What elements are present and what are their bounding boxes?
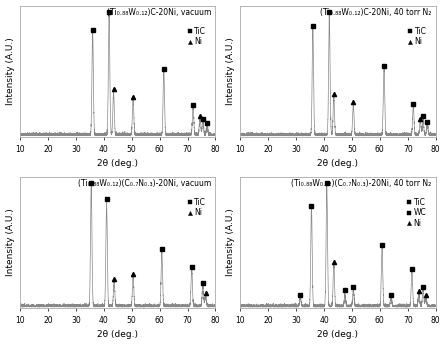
Y-axis label: Intensity (A.U.): Intensity (A.U.) [5, 209, 15, 276]
Legend: TiC, Ni: TiC, Ni [186, 25, 208, 48]
X-axis label: 2θ (deg.): 2θ (deg.) [97, 331, 138, 339]
X-axis label: 2θ (deg.): 2θ (deg.) [97, 159, 138, 168]
Legend: TiC, WC, Ni: TiC, WC, Ni [406, 196, 428, 229]
Text: (Ti₀.₈₈W₀.₁₂)C-20Ni, vacuum: (Ti₀.₈₈W₀.₁₂)C-20Ni, vacuum [107, 8, 211, 17]
Y-axis label: Intensity (A.U.): Intensity (A.U.) [226, 209, 235, 276]
Legend: TiC, Ni: TiC, Ni [186, 196, 208, 219]
X-axis label: 2θ (deg.): 2θ (deg.) [318, 159, 359, 168]
X-axis label: 2θ (deg.): 2θ (deg.) [318, 331, 359, 339]
Y-axis label: Intensity (A.U.): Intensity (A.U.) [5, 38, 15, 105]
Text: (Ti₀.₈₈W₀.₁₂)C-20Ni, 40 torr N₂: (Ti₀.₈₈W₀.₁₂)C-20Ni, 40 torr N₂ [320, 8, 432, 17]
Text: (Ti₀.₈₈W₀.₁₂)(C₀.₇N₀.₃)-20Ni, vacuum: (Ti₀.₈₈W₀.₁₂)(C₀.₇N₀.₃)-20Ni, vacuum [78, 179, 211, 188]
Legend: TiC, Ni: TiC, Ni [407, 25, 428, 48]
Y-axis label: Intensity (A.U.): Intensity (A.U.) [226, 38, 235, 105]
Text: (Ti₀.₈₈W₀.₁₂)(C₀.₇N₀.₃)-20Ni, 40 torr N₂: (Ti₀.₈₈W₀.₁₂)(C₀.₇N₀.₃)-20Ni, 40 torr N₂ [292, 179, 432, 188]
